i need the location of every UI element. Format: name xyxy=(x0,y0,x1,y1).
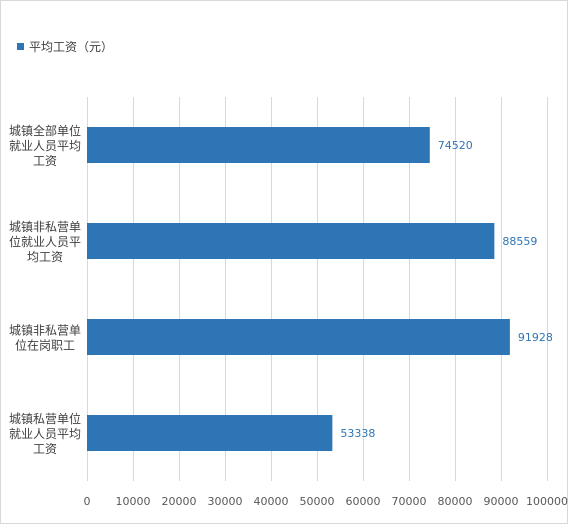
x-tick-label: 10000 xyxy=(116,495,151,508)
category-label: 城镇私营单位 xyxy=(9,411,81,426)
x-tick-label: 90000 xyxy=(484,495,519,508)
x-tick-label: 40000 xyxy=(254,495,289,508)
category-label: 城镇非私营单 xyxy=(9,220,81,234)
data-label: 88559 xyxy=(502,235,537,248)
category-label: 就业人员平均 xyxy=(9,427,81,441)
bar xyxy=(87,415,333,451)
category-label: 工资 xyxy=(33,442,57,456)
x-tick-label: 0 xyxy=(84,495,91,508)
category-label: 就业人员平均 xyxy=(9,139,81,153)
legend-label: 平均工资（元） xyxy=(29,40,113,54)
bar xyxy=(87,127,430,163)
x-tick-label: 60000 xyxy=(346,495,381,508)
x-tick-label: 100000 xyxy=(526,495,568,508)
category-label: 位就业人员平 xyxy=(9,234,81,249)
x-tick-label: 50000 xyxy=(300,495,335,508)
bar xyxy=(87,223,495,259)
data-label: 53338 xyxy=(340,427,375,440)
category-label: 工资 xyxy=(33,154,57,168)
category-label: 城镇非私营单 xyxy=(9,324,81,338)
category-label: 位在岗职工 xyxy=(15,338,75,353)
x-tick-label: 80000 xyxy=(438,495,473,508)
x-tick-label: 70000 xyxy=(392,495,427,508)
bar xyxy=(87,319,510,355)
x-tick-label: 20000 xyxy=(162,495,197,508)
category-label: 均工资 xyxy=(27,250,63,264)
category-label: 城镇全部单位 xyxy=(9,123,81,138)
legend-swatch xyxy=(17,43,24,50)
data-label: 74520 xyxy=(438,139,473,152)
data-label: 91928 xyxy=(518,331,553,344)
x-tick-label: 30000 xyxy=(208,495,243,508)
